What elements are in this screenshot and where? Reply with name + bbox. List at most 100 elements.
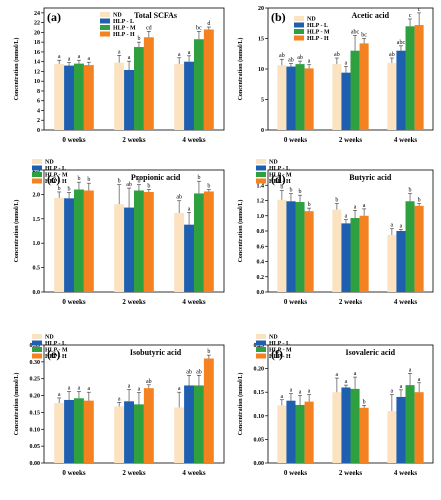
bar <box>405 385 415 463</box>
significance-label: a <box>290 388 293 394</box>
legend-label: HLP - L <box>113 19 134 25</box>
bar <box>134 404 144 463</box>
bar <box>134 190 144 292</box>
bar <box>304 68 314 130</box>
significance-label: a <box>281 394 284 400</box>
panel-title: Isobutyric acid <box>130 348 182 357</box>
bar <box>174 407 185 463</box>
y-tick-label: 0.25 <box>30 377 41 383</box>
bar <box>203 358 214 463</box>
bar <box>286 201 296 292</box>
panel-title: Isovaleric acid <box>346 348 396 357</box>
y-tick-label: 0.25 <box>254 343 265 349</box>
panel-label: (a) <box>47 10 61 24</box>
legend-label: ND <box>113 13 122 19</box>
panel-title: Total SCFAs <box>134 11 177 20</box>
bar <box>74 63 84 130</box>
significance-label: a <box>78 54 81 60</box>
bar <box>414 25 424 130</box>
y-tick-label: 18 <box>34 40 40 46</box>
significance-label: ab <box>196 369 202 375</box>
bar <box>64 65 74 130</box>
legend-label: HLP - L <box>45 341 66 347</box>
bar <box>124 401 134 463</box>
bar <box>396 231 406 292</box>
legend-label: HLP - M <box>269 348 292 354</box>
bar <box>286 400 296 463</box>
significance-label: a <box>345 61 348 67</box>
bar <box>143 388 154 463</box>
y-tick-label: 1.5 <box>33 217 41 223</box>
y-tick-label: 0.05 <box>30 444 41 450</box>
significance-label: b <box>335 198 338 204</box>
significance-label: b <box>207 184 210 190</box>
bar <box>341 72 351 130</box>
y-tick-label: 0.20 <box>254 367 265 373</box>
bar <box>277 405 287 463</box>
bar <box>405 201 415 292</box>
legend-label: ND <box>269 335 278 341</box>
legend-swatch <box>256 178 266 184</box>
legend-label: HLP - H <box>45 354 67 360</box>
significance-label: bc <box>196 25 202 31</box>
bar <box>332 64 342 130</box>
legend-swatch <box>32 172 42 177</box>
y-axis-label: Concentration (mmol/L) <box>13 373 20 436</box>
x-tick-label: 4 weeks <box>182 136 205 144</box>
bar <box>54 197 65 292</box>
legend-swatch <box>294 22 304 28</box>
legend-label: HLP - M <box>45 173 68 179</box>
significance-label: a <box>391 389 394 395</box>
bar <box>203 29 214 130</box>
legend-swatch <box>32 178 42 184</box>
y-tick-label: 1.4 <box>257 183 265 189</box>
significance-label: a <box>345 379 348 385</box>
chart-panel-6: 0.00 0.05 0.10 0.15 0.20 0.25 Concentration (m… <box>237 334 434 477</box>
significance-label: ab <box>334 52 340 58</box>
y-tick-label: 0.6 <box>257 244 265 250</box>
bar <box>114 204 125 292</box>
significance-label: a <box>400 384 403 390</box>
significance-label: b <box>299 189 302 195</box>
bar <box>194 193 204 292</box>
y-tick-label: 0.0 <box>33 290 41 296</box>
y-tick-label: 4 <box>37 108 40 114</box>
bar <box>83 65 94 130</box>
legend-label: HLP - M <box>45 348 68 354</box>
bar <box>341 223 351 292</box>
y-tick-label: 0.00 <box>254 461 265 467</box>
panel-label: (c) <box>47 172 60 186</box>
significance-label: b <box>118 179 121 185</box>
significance-label: a <box>299 390 302 396</box>
x-tick-label: 2 weeks <box>339 469 362 477</box>
significance-label: b <box>87 177 90 183</box>
legend-label: HLP - H <box>307 36 329 42</box>
bar <box>54 64 65 130</box>
panel-title: Propionic acid <box>131 173 181 182</box>
y-tick-label: 20 <box>34 30 40 36</box>
bar <box>414 205 424 292</box>
legend-swatch <box>256 159 266 164</box>
significance-label: a <box>188 206 191 212</box>
bar <box>396 396 406 463</box>
y-tick-label: 0.10 <box>30 427 41 433</box>
bar <box>359 43 369 130</box>
legend-swatch <box>100 12 110 17</box>
significance-label: ab <box>297 55 303 61</box>
significance-label: a <box>178 386 181 392</box>
significance-label: a <box>68 386 71 392</box>
legend-swatch <box>32 340 42 346</box>
significance-label: a <box>68 57 71 63</box>
y-tick-label: 0.8 <box>257 229 265 235</box>
y-tick-label: 16 <box>34 50 40 56</box>
y-axis-label: Concentration (mmol/L) <box>13 200 20 263</box>
panel-title: Acetic acid <box>352 11 390 20</box>
significance-label: a <box>138 387 141 393</box>
y-tick-label: 0.05 <box>254 437 265 443</box>
chart-panel-5: 0.00 0.05 0.10 0.15 0.20 0.25 0.30 0.35 Concentr… <box>13 334 225 477</box>
significance-label: a <box>308 389 311 395</box>
y-tick-label: 0 <box>261 128 264 134</box>
